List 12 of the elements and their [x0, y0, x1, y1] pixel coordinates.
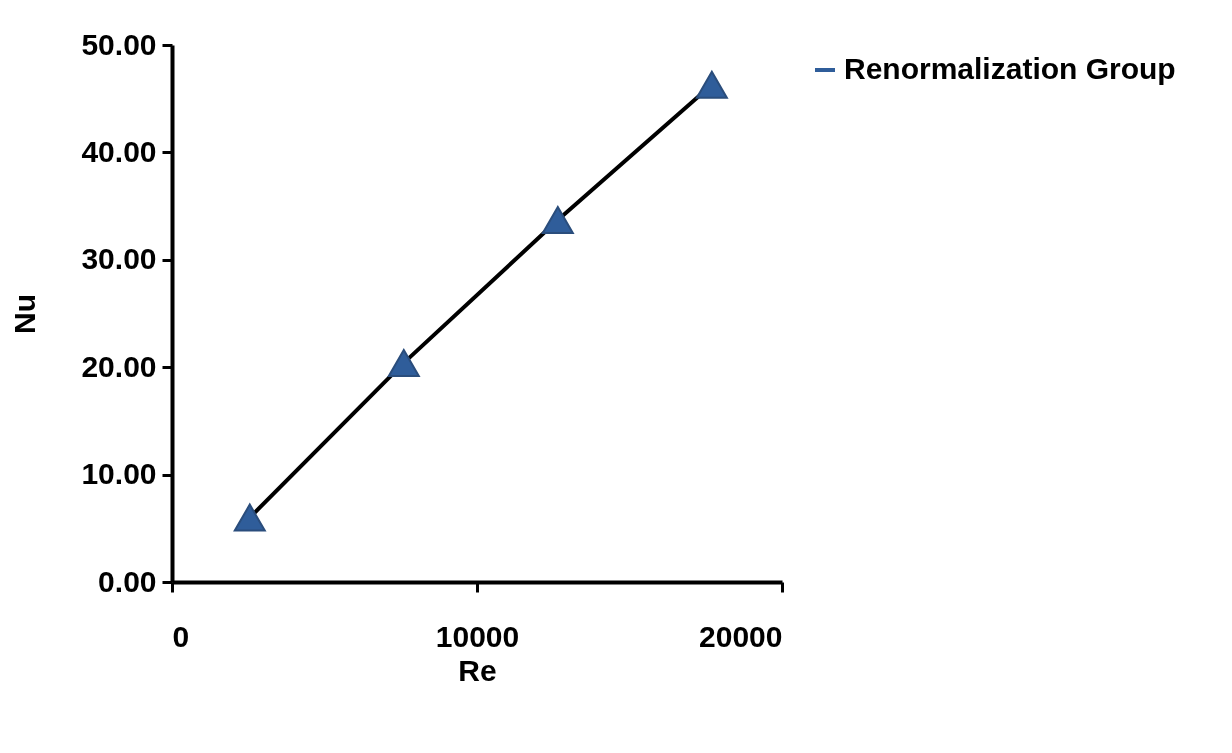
- y-axis-title: Nu: [8, 294, 42, 334]
- y-tick-label: 0.00: [98, 564, 157, 598]
- legend-label: Renormalization Group: [844, 52, 1176, 85]
- y-tick-label: 50.00: [81, 27, 157, 61]
- x-tick-label: 0: [172, 619, 190, 653]
- x-tick-label: 10000: [435, 619, 520, 653]
- y-tick-label: 40.00: [81, 134, 157, 168]
- y-tick-label: 20.00: [81, 349, 157, 383]
- y-tick-label: 30.00: [81, 242, 157, 276]
- x-tick-label: 20000: [699, 619, 783, 653]
- x-axis-title: Re: [458, 653, 497, 687]
- y-tick-label: 10.00: [81, 457, 157, 491]
